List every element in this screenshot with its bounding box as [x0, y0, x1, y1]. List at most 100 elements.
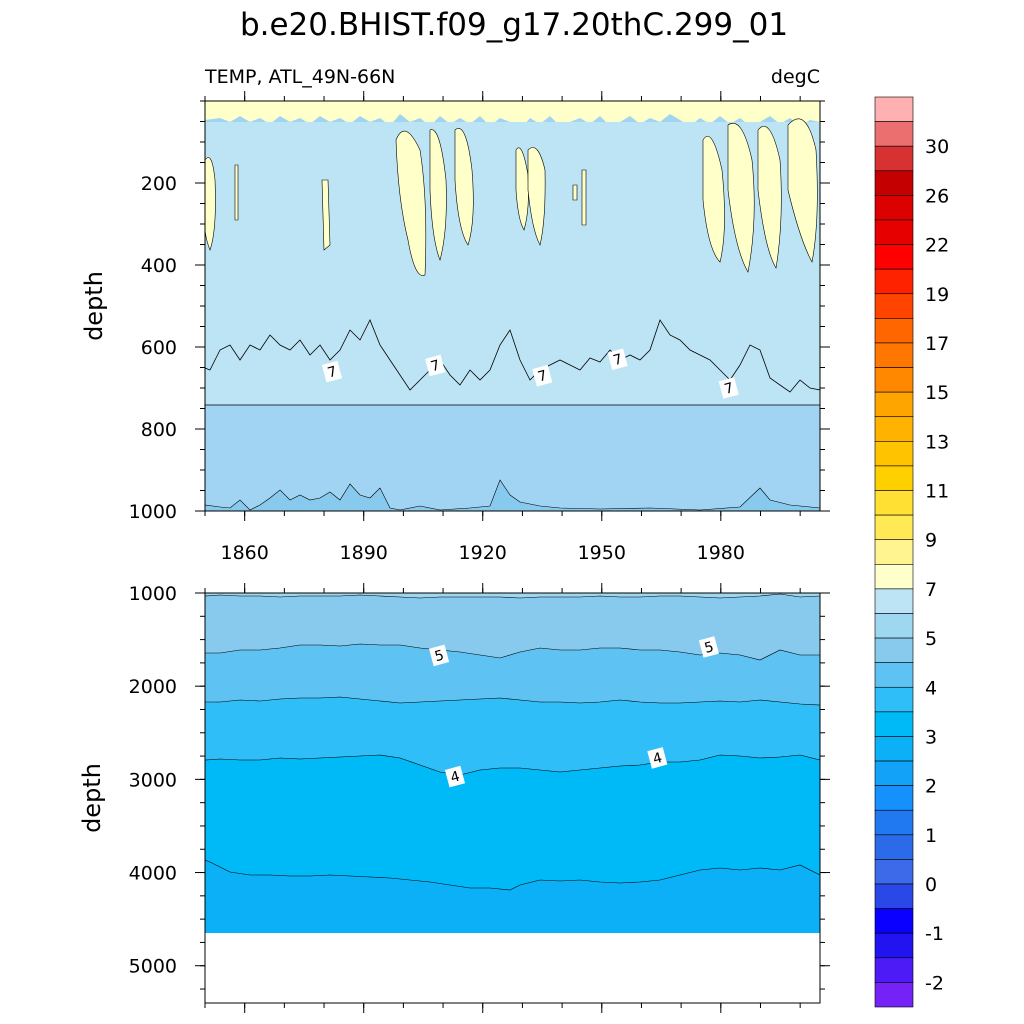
colorbar-swatch — [874, 293, 914, 319]
lower-y-axis-label: depth — [78, 763, 106, 833]
lower-7c-fill — [204, 592, 821, 661]
colorbar-swatch — [874, 514, 914, 541]
contour-label: 4 — [444, 765, 466, 788]
colorbar-label: 3 — [925, 726, 937, 748]
x-tick-label: 1980 — [697, 542, 745, 564]
x-tick-label: 1950 — [578, 542, 626, 564]
contour-label-text: 4 — [449, 769, 462, 787]
colorbar-swatch — [874, 686, 914, 713]
colorbar-swatch — [874, 883, 914, 909]
colorbar-label: 5 — [925, 628, 937, 650]
contour-label-text: 7 — [326, 364, 339, 382]
lower-panel-frame — [204, 592, 821, 1004]
y-tick-label: 1000 — [129, 583, 177, 605]
colorbar-swatch — [874, 539, 914, 565]
y-tick-label: 5000 — [129, 956, 177, 978]
colorbar-swatch — [874, 416, 914, 442]
colorbar-swatch — [874, 957, 914, 983]
colorbar-label: 19 — [925, 284, 949, 306]
x-tick-label: 1920 — [459, 542, 507, 564]
colorbar-swatch — [874, 613, 914, 639]
contour-label-box — [321, 360, 343, 383]
x-tick-label: 1890 — [340, 542, 388, 564]
colorbar-swatch — [874, 563, 914, 590]
contour-label: 5 — [698, 636, 719, 658]
colorbar-swatch — [874, 268, 914, 295]
contour-label-box — [647, 747, 668, 769]
colorbar-swatch — [874, 908, 914, 934]
y-tick-label: 4000 — [129, 863, 177, 885]
colorbar-label: 7 — [925, 579, 937, 601]
colorbar-swatch — [874, 441, 914, 467]
y-tick-label: 200 — [141, 173, 177, 195]
colorbar-swatch — [874, 170, 914, 196]
contour-label: 7 — [718, 377, 739, 399]
units-label: degC — [771, 66, 820, 88]
y-tick-label: 1000 — [129, 501, 177, 523]
colorbar-label: 15 — [925, 382, 949, 404]
chart-title: b.e20.BHIST.f09_g17.20thC.299_01 — [240, 7, 788, 43]
contour-label-text: 7 — [536, 368, 549, 386]
colorbar-swatch — [874, 121, 914, 147]
colorbar-label: 26 — [925, 185, 949, 207]
colorbar-swatch — [874, 785, 914, 811]
colorbar-label: 17 — [925, 333, 949, 355]
colorbar-swatch — [874, 760, 914, 786]
colorbar-swatch — [874, 834, 914, 860]
colorbar-swatch — [874, 96, 914, 122]
colorbar-swatch — [874, 145, 914, 172]
colorbar-swatch — [874, 244, 914, 270]
upper-x-ticks: 1860 1890 1920 1950 1980 — [204, 91, 801, 564]
y-tick-label: 2000 — [129, 676, 177, 698]
colorbar-swatch — [874, 982, 914, 1008]
upper-7c-contour — [204, 319, 821, 406]
colorbar-swatch — [874, 932, 914, 959]
colorbar-swatch — [874, 465, 914, 491]
colorbar-swatch — [874, 367, 914, 393]
colorbar-swatch — [874, 637, 914, 663]
y-tick-label: 3000 — [129, 769, 177, 791]
contour-label: 7 — [532, 364, 553, 387]
lower-panel: 5 5 4 4 1000 2000 3000 4000 5000 depth — [78, 583, 830, 1013]
colorbar-label: 4 — [925, 677, 937, 699]
colorbar-label: 9 — [925, 530, 937, 552]
lower-x-ticks — [204, 583, 801, 1013]
contour-label-text: 5 — [433, 648, 446, 666]
colorbar-label: 13 — [925, 431, 949, 453]
contour-label: 5 — [429, 644, 450, 667]
colorbar-label: 11 — [925, 481, 949, 503]
colorbar-label: -1 — [925, 923, 944, 945]
colorbar-swatch — [874, 195, 914, 221]
upper-6c-contour — [204, 479, 821, 512]
contour-label-text: 7 — [429, 358, 442, 376]
colorbar-swatch — [874, 219, 914, 245]
colorbar-swatch — [874, 391, 914, 418]
contour-label-box — [532, 364, 553, 387]
colorbar-label: 30 — [925, 136, 949, 158]
colorbar-swatch — [874, 711, 914, 737]
contour-label: 7 — [607, 348, 628, 371]
colorbar-label: 22 — [925, 235, 949, 257]
x-tick-label: 1860 — [220, 542, 268, 564]
colorbar-swatch — [874, 342, 914, 368]
colorbar-swatch — [874, 318, 914, 344]
upper-y-axis-label: depth — [80, 271, 108, 341]
contour-label-box — [698, 636, 719, 658]
y-tick-label: 800 — [141, 419, 177, 441]
colorbar-label: -2 — [925, 972, 944, 994]
colorbar-swatch — [874, 736, 914, 762]
colorbar-swatch — [874, 588, 914, 614]
colorbar-label: 0 — [925, 874, 937, 896]
upper-warm-surface-layer — [205, 101, 820, 130]
colorbar-swatch — [874, 490, 914, 516]
y-tick-label: 400 — [141, 255, 177, 277]
colorbar: 30 26 22 19 17 15 13 11 9 7 5 4 3 2 1 0 -1 -2 — [874, 96, 949, 1008]
contour-label-box — [718, 377, 739, 399]
colorbar-label: 1 — [925, 825, 937, 847]
contour-label-box — [607, 348, 628, 371]
contour-label-text: 7 — [723, 380, 736, 398]
contour-label-text: 7 — [612, 351, 625, 369]
contour-label-text: 5 — [703, 639, 716, 657]
